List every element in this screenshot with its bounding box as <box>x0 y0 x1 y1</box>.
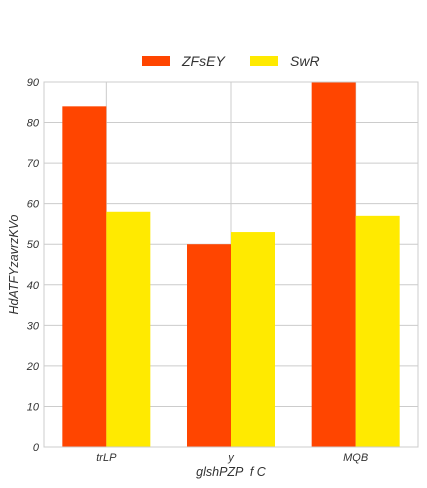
y-axis-label: HdATFYzavrzKVo <box>7 214 21 314</box>
bar-SwR-trLP <box>106 211 151 447</box>
y-axis-ticks: 0 10 20 30 40 50 60 70 80 90 <box>26 77 40 454</box>
x-tick-label: MQB <box>343 452 368 464</box>
y-tick-label: 10 <box>27 401 40 413</box>
x-axis-ticks: trLP y MQB <box>96 452 368 464</box>
legend-label-SwR: SwR <box>290 53 320 69</box>
x-tick-label: y <box>227 452 235 464</box>
bar-ZFsEY-trLP <box>62 106 107 447</box>
y-tick-label: 90 <box>27 77 40 89</box>
legend-swatch-SwR <box>250 56 278 66</box>
plot-frame <box>43 81 419 448</box>
bars-group <box>62 82 400 447</box>
y-tick-label: 20 <box>26 361 40 373</box>
bar-ZFsEY-y <box>187 244 231 447</box>
legend: ZFsEY SwR <box>142 53 320 69</box>
bar-ZFsEY-MQB <box>311 82 356 447</box>
y-tick-label: 60 <box>27 199 40 211</box>
x-tick-label: trLP <box>96 452 117 464</box>
y-tick-label: 30 <box>27 320 40 332</box>
bar-SwR-MQB <box>355 215 400 447</box>
bar-SwR-y <box>231 232 275 447</box>
legend-label-ZFsEY: ZFsEY <box>181 53 226 69</box>
y-tick-label: 40 <box>27 280 40 292</box>
y-tick-label: 70 <box>27 158 40 170</box>
x-axis-label: glshPZP f C <box>196 465 267 479</box>
y-tick-label: 0 <box>33 442 40 454</box>
legend-swatch-ZFsEY <box>142 56 170 66</box>
y-tick-label: 50 <box>27 239 40 251</box>
y-tick-label: 80 <box>27 118 40 130</box>
